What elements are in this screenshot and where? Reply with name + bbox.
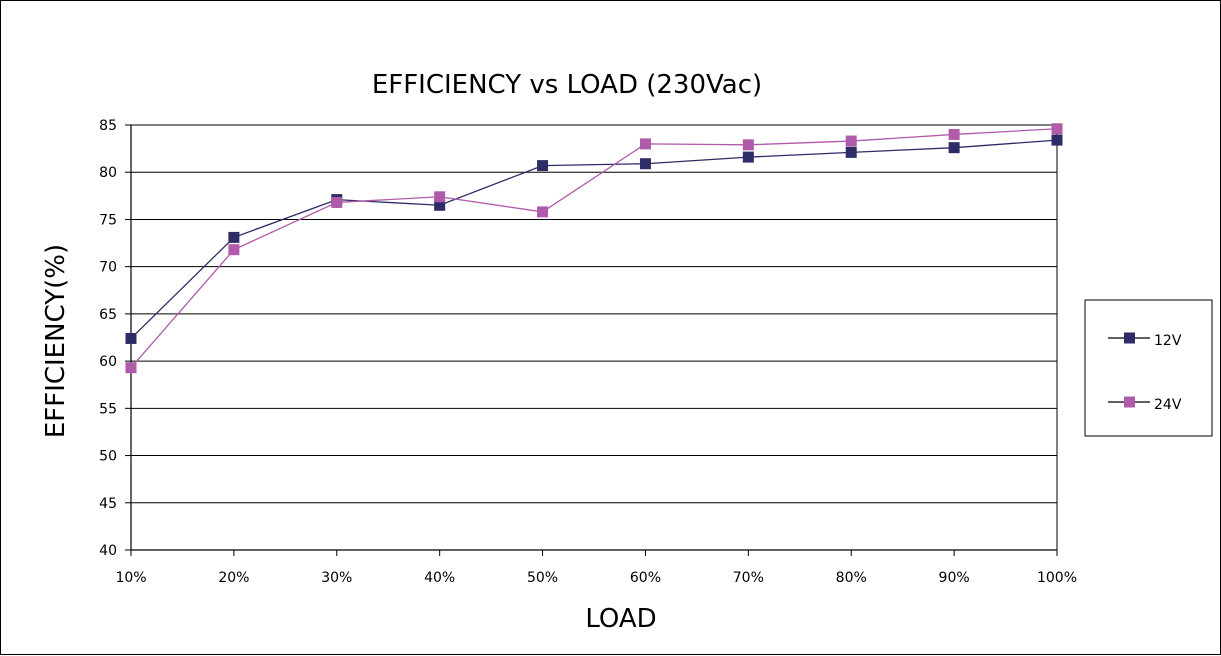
y-axis-title: EFFICIENCY(%)	[41, 244, 71, 438]
x-tick-label: 70%	[733, 570, 764, 586]
y-tick-label: 50	[99, 449, 117, 465]
data-point	[845, 146, 857, 158]
data-point	[1051, 123, 1063, 135]
data-point	[125, 362, 137, 374]
x-axis-title: LOAD	[585, 604, 656, 634]
x-tick-label: 100%	[1037, 570, 1077, 586]
data-point	[845, 135, 857, 147]
x-tick-label: 40%	[424, 570, 455, 586]
data-point	[639, 158, 651, 170]
x-tick-label: 80%	[836, 570, 867, 586]
series-layer	[125, 123, 1063, 374]
data-point	[742, 139, 754, 151]
data-point	[537, 160, 549, 172]
x-tick-label: 20%	[218, 570, 249, 586]
data-point	[948, 128, 960, 140]
data-point	[228, 231, 240, 243]
series-line	[130, 128, 1058, 369]
grid-layer	[131, 124, 1057, 551]
y-tick-label: 85	[99, 118, 117, 134]
data-point	[1051, 134, 1063, 146]
legend: 12V 24V	[1084, 299, 1213, 437]
y-tick-label: 55	[99, 401, 117, 417]
legend-label: 24V	[1154, 397, 1182, 413]
data-point	[125, 332, 137, 344]
data-point	[228, 244, 240, 256]
axis-layer: 85 80 75 70 65 60 55 50 45 40 10% 20% 30% 40% 50% 60% 70…	[99, 118, 1077, 586]
legend-box	[1084, 299, 1213, 437]
legend-marker	[1124, 332, 1135, 344]
series-line	[130, 139, 1058, 339]
y-tick-label: 75	[99, 212, 117, 228]
x-tick-label: 30%	[321, 570, 352, 586]
data-point	[331, 196, 343, 208]
y-tick-label: 65	[99, 307, 117, 323]
y-tick-label: 80	[99, 165, 117, 181]
y-tick-label: 70	[99, 260, 117, 276]
data-point	[434, 199, 446, 211]
legend-marker	[1124, 396, 1135, 408]
y-tick-label: 45	[99, 496, 117, 512]
x-tick-label: 60%	[630, 570, 661, 586]
x-tick-label: 90%	[939, 570, 970, 586]
data-point	[639, 138, 651, 150]
data-point	[434, 191, 446, 203]
x-tick-label: 10%	[115, 570, 146, 586]
y-tick-label: 40	[99, 543, 117, 559]
series-12v	[125, 134, 1063, 344]
y-tick-label: 60	[99, 354, 117, 370]
data-point	[948, 142, 960, 154]
data-point	[742, 151, 754, 163]
chart-title: EFFICIENCY vs LOAD (230Vac)	[372, 70, 762, 100]
series-24v	[125, 123, 1063, 374]
legend-label: 12V	[1154, 333, 1182, 349]
x-tick-label: 50%	[527, 570, 558, 586]
data-point	[537, 206, 549, 218]
